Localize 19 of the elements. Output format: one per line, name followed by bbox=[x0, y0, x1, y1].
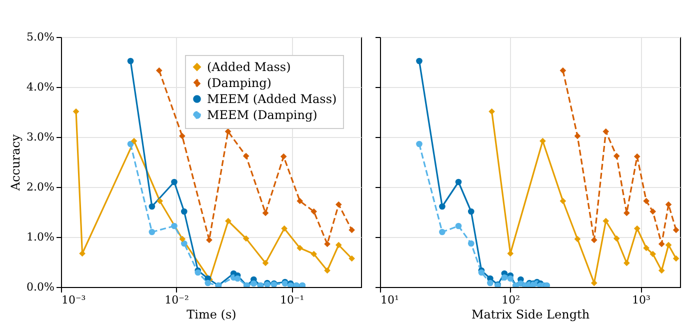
x-tick-label: 10² bbox=[502, 294, 520, 306]
y-tick-label: 5.0% bbox=[26, 30, 54, 44]
x-tick-label: 10⁻¹ bbox=[280, 294, 304, 306]
legend-label: (Damping) bbox=[207, 76, 272, 90]
y-axis-title: Accuracy bbox=[8, 134, 23, 192]
x-tick-label: 10⁻² bbox=[164, 294, 189, 306]
x-tick-label: 10³ bbox=[632, 294, 650, 306]
legend-label: MEEM (Damping) bbox=[207, 108, 318, 122]
x-axis-title: Matrix Side Length bbox=[471, 308, 590, 322]
x-axis-title: Time (s) bbox=[186, 308, 236, 322]
y-tick-label: 1.0% bbox=[26, 230, 54, 244]
legend-label: (Added Mass) bbox=[207, 60, 291, 74]
y-tick-label: 3.0% bbox=[26, 130, 54, 144]
legend-label: MEEM (Added Mass) bbox=[207, 92, 337, 106]
y-tick-label: 0.0% bbox=[26, 280, 54, 294]
y-tick-label: 2.0% bbox=[26, 180, 54, 194]
x-tick-label: 10⁻³ bbox=[62, 294, 86, 306]
x-tick-label: 10¹ bbox=[380, 294, 399, 306]
y-tick-label: 4.0% bbox=[26, 80, 54, 94]
